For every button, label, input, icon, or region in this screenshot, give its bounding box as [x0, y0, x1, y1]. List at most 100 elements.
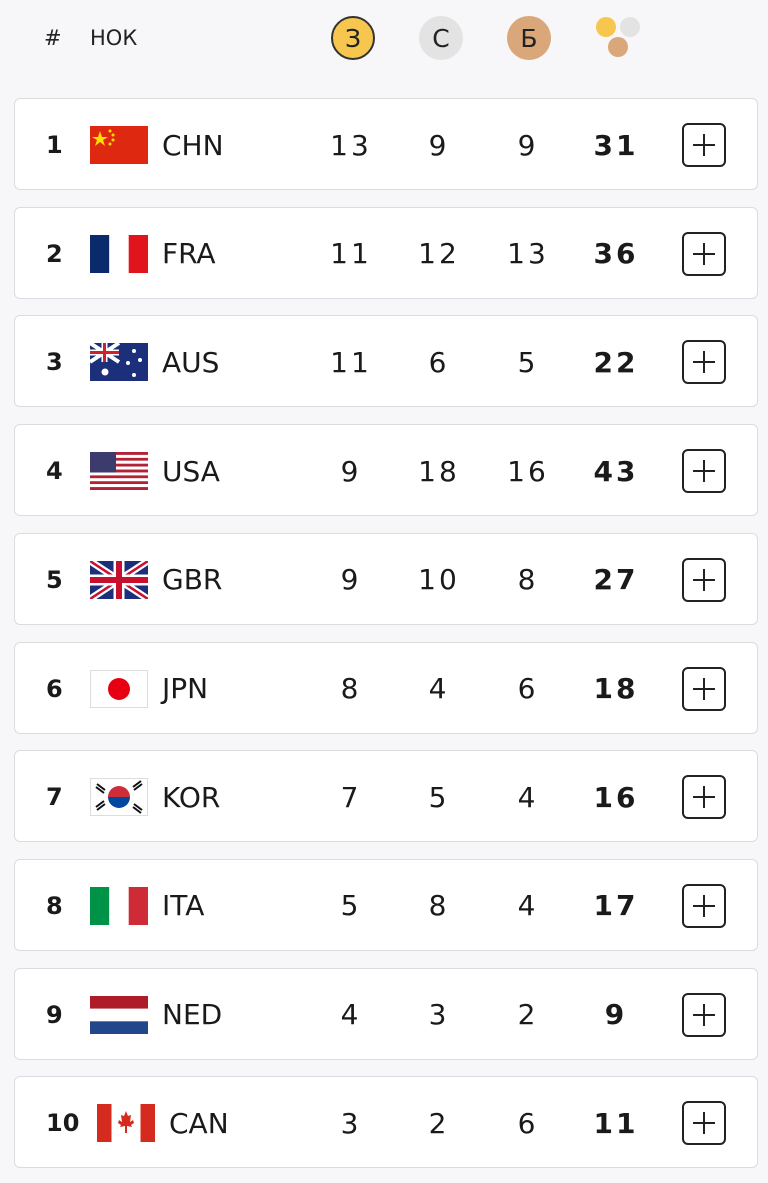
medal-row: 9 NED 4 3 2 9 — [14, 967, 758, 1060]
total-count: 11 — [593, 1106, 639, 1140]
rank: 6 — [46, 674, 63, 703]
expand-button[interactable] — [682, 883, 726, 928]
silver-count: 18 — [418, 454, 460, 488]
header-rank: # — [44, 26, 62, 50]
flag — [90, 126, 148, 164]
expand-button[interactable] — [682, 231, 726, 276]
expand-button[interactable] — [682, 666, 726, 711]
flag — [90, 778, 148, 817]
bronze-count: 6 — [517, 672, 539, 705]
flag — [90, 234, 148, 273]
flag — [90, 560, 148, 599]
plus-icon — [693, 1112, 715, 1135]
rank: 10 — [46, 1109, 80, 1138]
medal-row: 4 USA 9 18 16 43 — [14, 424, 758, 517]
silver-count: 10 — [418, 563, 460, 597]
silver-count: 12 — [418, 237, 460, 271]
silver-count: 9 — [428, 128, 450, 162]
total-count: 36 — [593, 237, 639, 271]
rank: 4 — [46, 457, 63, 486]
expand-button[interactable] — [682, 449, 726, 494]
noc-code: CHN — [162, 128, 224, 162]
plus-icon — [693, 242, 715, 265]
medal-row: 5 GBR 9 10 8 27 — [14, 532, 758, 625]
header-bronze[interactable]: Б — [507, 16, 551, 60]
bronze-count: 4 — [517, 889, 539, 923]
total-count: 22 — [593, 345, 639, 379]
plus-icon — [693, 351, 715, 374]
gold-count: 11 — [330, 237, 372, 271]
bronze-count: 8 — [517, 563, 539, 597]
expand-button[interactable] — [682, 992, 726, 1037]
silver-count: 8 — [428, 889, 450, 923]
flag — [97, 1104, 155, 1143]
silver-count: 3 — [428, 998, 450, 1032]
flag — [90, 995, 148, 1034]
flag — [90, 886, 148, 925]
noc-code: NED — [162, 998, 223, 1032]
medal-row: 10 CAN 3 2 6 11 — [14, 1076, 758, 1169]
bronze-count: 9 — [517, 128, 539, 162]
flag — [90, 343, 148, 382]
total-count: 31 — [593, 128, 639, 162]
gold-count: 8 — [340, 672, 362, 705]
gold-count: 5 — [340, 889, 362, 923]
silver-count: 2 — [428, 1106, 450, 1140]
bronze-count: 13 — [507, 237, 549, 271]
gold-count: 3 — [340, 1106, 362, 1140]
header-total-icon[interactable] — [592, 14, 644, 60]
total-count: 17 — [593, 889, 639, 923]
rank: 2 — [46, 239, 63, 268]
medal-row: 3 AUS 11 6 5 22 — [14, 315, 758, 408]
plus-icon — [693, 677, 715, 700]
plus-icon — [693, 134, 715, 156]
total-count: 27 — [593, 563, 639, 597]
total-count: 9 — [604, 998, 628, 1032]
noc-code: ITA — [162, 889, 205, 923]
header-silver[interactable]: С — [419, 16, 463, 60]
flag — [90, 669, 148, 708]
header-noc: НОК — [90, 26, 138, 50]
bronze-count: 4 — [517, 780, 539, 814]
silver-count: 6 — [428, 345, 450, 379]
medal-row: 7 KOR 7 5 4 16 — [14, 750, 758, 843]
noc-code: USA — [162, 454, 220, 488]
expand-button[interactable] — [682, 557, 726, 602]
gold-count: 7 — [340, 780, 362, 814]
gold-count: 13 — [330, 128, 372, 162]
expand-button[interactable] — [682, 123, 726, 167]
gold-count: 4 — [340, 998, 362, 1032]
expand-button[interactable] — [682, 340, 726, 385]
bronze-count: 2 — [517, 998, 539, 1032]
noc-code: KOR — [162, 780, 221, 814]
bronze-count: 5 — [517, 345, 539, 379]
plus-icon — [693, 786, 715, 809]
noc-code: JPN — [162, 672, 209, 705]
gold-count: 11 — [330, 345, 372, 379]
header-gold[interactable]: З — [331, 16, 375, 60]
gold-count: 9 — [340, 454, 362, 488]
rank: 3 — [46, 348, 63, 377]
bronze-count: 16 — [507, 454, 549, 488]
total-count: 18 — [593, 672, 639, 705]
medal-row: 8 ITA 5 8 4 17 — [14, 858, 758, 951]
plus-icon — [693, 568, 715, 591]
rank: 8 — [46, 891, 63, 920]
plus-icon — [693, 1003, 715, 1026]
rank: 5 — [46, 565, 63, 594]
plus-icon — [693, 460, 715, 483]
flag — [90, 452, 148, 491]
rank: 9 — [46, 1000, 63, 1029]
noc-code: GBR — [162, 563, 223, 597]
expand-button[interactable] — [682, 1101, 726, 1146]
total-count: 43 — [593, 454, 639, 488]
rank: 7 — [46, 783, 63, 812]
expand-button[interactable] — [682, 775, 726, 820]
silver-count: 5 — [428, 780, 450, 814]
medal-row: 1 CHN 13 9 9 31 — [14, 98, 758, 190]
noc-code: AUS — [162, 345, 220, 379]
medal-row: 2 FRA 11 12 13 36 — [14, 206, 758, 299]
plus-icon — [693, 894, 715, 917]
noc-code: CAN — [169, 1106, 229, 1140]
